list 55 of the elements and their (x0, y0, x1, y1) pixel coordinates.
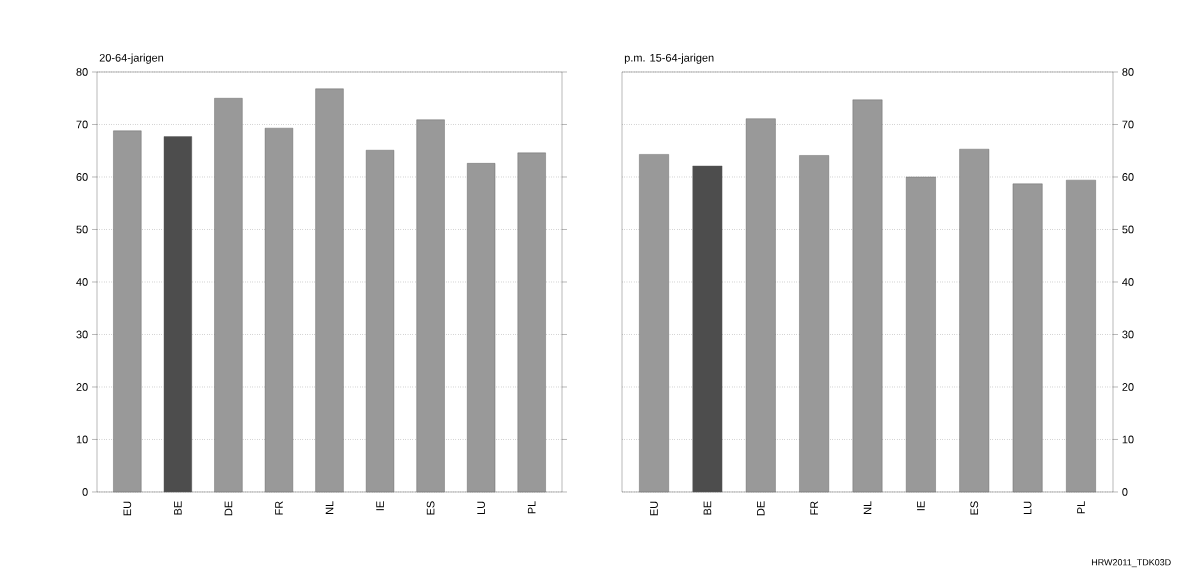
bar (467, 163, 496, 493)
x-tick-label: DE (757, 501, 765, 516)
bar (745, 118, 776, 493)
y2-tick-label: 80 (1122, 68, 1134, 76)
bar (517, 152, 546, 493)
bar (365, 150, 395, 493)
y-tick-label: 70 (76, 120, 88, 129)
text: HRW2011_TDK03D (1091, 559, 1171, 568)
bar (852, 99, 883, 493)
bar (315, 88, 344, 493)
x-tick-label: BE (703, 501, 712, 515)
bar (799, 155, 830, 493)
y-tick-label: 60 (76, 173, 88, 181)
y2-tick-label: 60 (1122, 173, 1134, 181)
y2-tick-label: 50 (1122, 225, 1134, 234)
bar (264, 127, 294, 493)
x-tick-label: NL (325, 501, 334, 514)
x-tick-label: BE (174, 501, 182, 515)
y-tick-label: 20 (76, 383, 88, 391)
bar (639, 154, 669, 493)
x-tick-label: ES (426, 501, 435, 515)
bar (959, 148, 990, 493)
x-tick-label: NL (863, 501, 872, 514)
x-tick-label: IE (376, 501, 384, 511)
y-tick-label: 10 (76, 435, 88, 444)
y2-tick-label: 70 (1122, 120, 1134, 129)
x-tick-label: DE (224, 501, 233, 516)
y2-tick-label: 30 (1122, 330, 1134, 339)
x-tick-label: FR (810, 501, 818, 515)
bar (214, 98, 243, 493)
bar (113, 130, 142, 493)
y2-tick-label: 0 (1122, 488, 1128, 496)
y-tick-label: 50 (76, 225, 88, 234)
bar (1012, 183, 1043, 493)
x-tick-label: LU (1023, 501, 1032, 514)
y2-tick-label: 20 (1122, 383, 1134, 391)
x-tick-label: LU (477, 501, 485, 514)
x-tick-label: FR (275, 501, 283, 515)
y-tick-label: 0 (82, 488, 88, 496)
x-tick-label: EU (650, 501, 658, 516)
bar (906, 176, 936, 493)
y2-tick-label: 10 (1122, 435, 1134, 444)
y-tick-label: 30 (76, 330, 88, 339)
x-tick-label: ES (970, 501, 979, 515)
y-tick-label: 80 (76, 68, 88, 76)
bar (416, 119, 445, 493)
x-tick-label: PL (527, 501, 536, 514)
bar (1066, 179, 1096, 493)
chart-title: 20-64-jarigen (99, 53, 164, 64)
y2-tick-label: 40 (1122, 278, 1134, 286)
x-tick-label: IE (917, 501, 925, 511)
y-tick-label: 40 (76, 278, 88, 286)
x-tick-label: PL (1077, 501, 1085, 514)
x-tick-label: EU (123, 501, 132, 516)
chart-title: p.m. 15-64-jarigen (624, 53, 714, 64)
